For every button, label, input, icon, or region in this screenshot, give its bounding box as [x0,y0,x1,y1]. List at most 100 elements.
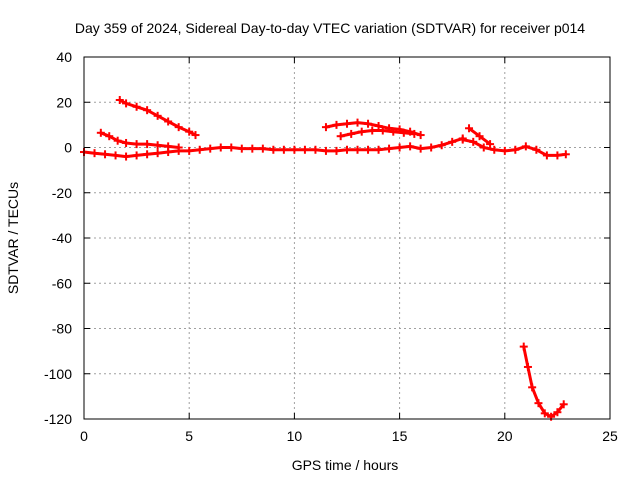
data-point [427,143,436,152]
data-point [490,145,499,154]
data-point [500,146,509,155]
series-group [80,95,570,421]
data-point [532,145,541,154]
data-point [364,145,373,154]
series-arc-6 [458,135,570,160]
data-point [395,143,404,152]
data-point [153,141,162,150]
data-point [465,124,474,133]
data-point [153,111,162,120]
data-point [132,140,141,149]
data-point [122,152,131,161]
data-point [559,400,568,409]
data-point [101,150,110,159]
data-point [479,143,488,152]
data-point [300,145,309,154]
series-arc-7 [465,124,495,149]
data-point [448,137,457,146]
series-line [99,131,181,149]
data-point [561,150,570,159]
series-arc-1 [80,134,467,161]
series-line [324,121,423,137]
data-point [486,140,495,149]
y-tick-label: 0 [64,140,72,156]
data-point [248,144,257,153]
data-point [206,144,215,153]
data-point [553,151,562,160]
series-arc-2 [96,128,183,152]
data-point [458,135,467,144]
series-line [522,345,566,419]
data-point [385,144,394,153]
data-point [122,138,131,147]
y-tick-label: -120 [44,411,72,427]
data-point [521,142,530,151]
data-point [416,131,425,140]
x-tick-label: 15 [392,428,408,444]
data-point [164,117,173,126]
data-point [96,128,105,137]
plot-frame [83,56,611,420]
data-point [185,146,194,155]
data-point [378,126,387,135]
data-point [469,137,478,146]
grid [84,57,610,419]
data-point [269,145,278,154]
x-tick-label: 5 [185,428,193,444]
data-point [364,119,373,128]
data-point [416,144,425,153]
y-tick-label: 20 [56,94,72,110]
data-point [332,120,341,129]
data-point [374,145,383,154]
y-tick-label: -40 [52,230,72,246]
data-point [111,151,120,160]
x-axis-label: GPS time / hours [292,457,399,473]
data-point [290,145,299,154]
data-point [216,143,225,152]
data-point [332,146,341,155]
data-point [410,129,419,138]
data-point [237,144,246,153]
data-point [511,145,520,154]
data-point [321,146,330,155]
data-point [105,132,114,141]
data-point [475,132,484,141]
data-point [195,145,204,154]
data-point [540,409,549,418]
data-point [336,132,345,141]
data-point [542,151,551,160]
data-point [143,106,152,115]
data-point [389,127,398,136]
data-point [357,127,366,136]
data-point [437,141,446,150]
y-axis-label: SDTVAR / TECUs [5,182,21,294]
data-point [185,127,194,136]
data-point [347,129,356,138]
data-point [368,126,377,135]
data-point [553,408,562,417]
data-point [174,143,183,152]
data-point [164,142,173,151]
data-point [153,149,162,158]
data-point [343,145,351,154]
data-point [321,123,330,132]
data-point [311,145,320,154]
data-point [343,119,351,128]
x-tick-label: 10 [287,428,303,444]
data-point [534,399,543,408]
x-tick-label: 25 [602,428,618,444]
data-point [191,131,200,140]
data-point [132,102,141,111]
data-point [227,143,236,152]
series-arc-5 [336,126,419,141]
data-point [122,99,131,108]
axis-ticks: 0 5 10 15 20 25 -120 -100 -80 -60 -40 -20 0 20 40 [44,49,618,444]
data-point [132,151,141,160]
data-point [279,145,288,154]
data-point [519,342,528,351]
x-tick-label: 20 [497,428,513,444]
data-point [353,118,362,127]
data-point [143,140,152,149]
y-tick-label: -80 [52,321,72,337]
y-tick-label: -20 [52,185,72,201]
